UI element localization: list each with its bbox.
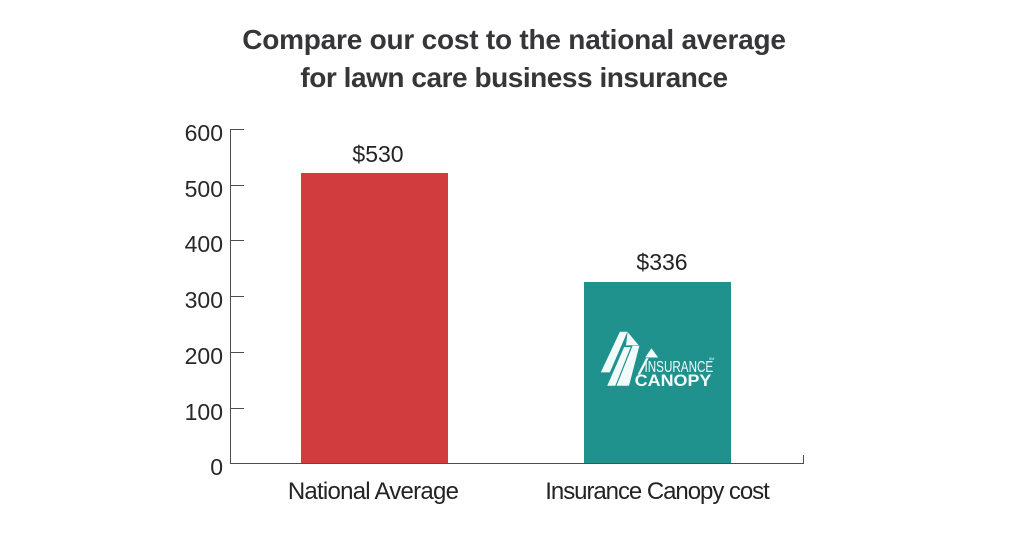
svg-text:CANOPY: CANOPY — [635, 371, 712, 390]
svg-text:SM: SM — [709, 356, 715, 361]
svg-text:INSURANCE: INSURANCE — [645, 359, 714, 376]
